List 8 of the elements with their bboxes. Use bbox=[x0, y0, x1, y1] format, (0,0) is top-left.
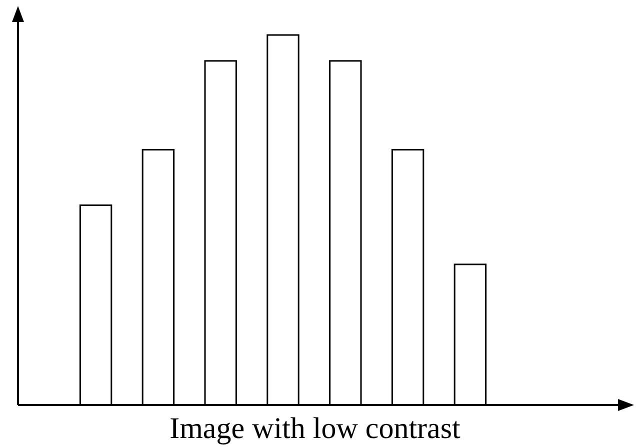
bar bbox=[204, 60, 237, 406]
bar bbox=[329, 60, 362, 406]
bar bbox=[454, 264, 487, 406]
bar bbox=[266, 34, 300, 406]
x-axis-title: Image with low contrast bbox=[170, 412, 462, 445]
bar bbox=[391, 148, 424, 406]
bar bbox=[79, 204, 112, 406]
bar bbox=[142, 148, 175, 406]
